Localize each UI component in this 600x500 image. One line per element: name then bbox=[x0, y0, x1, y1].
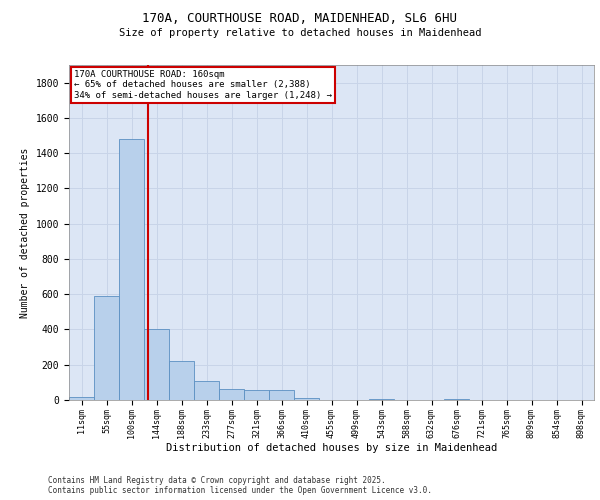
Bar bbox=[169, 361, 194, 400]
Bar bbox=[119, 139, 144, 400]
Bar bbox=[144, 330, 169, 400]
Y-axis label: Number of detached properties: Number of detached properties bbox=[20, 148, 30, 318]
Bar bbox=[444, 399, 469, 400]
Bar bbox=[269, 390, 294, 400]
Text: 170A COURTHOUSE ROAD: 160sqm
← 65% of detached houses are smaller (2,388)
34% of: 170A COURTHOUSE ROAD: 160sqm ← 65% of de… bbox=[74, 70, 332, 100]
Bar bbox=[294, 398, 319, 400]
Bar bbox=[244, 390, 269, 400]
X-axis label: Distribution of detached houses by size in Maidenhead: Distribution of detached houses by size … bbox=[166, 443, 497, 453]
Bar bbox=[369, 399, 394, 400]
Bar bbox=[219, 388, 244, 400]
Bar bbox=[94, 296, 119, 400]
Bar bbox=[69, 397, 94, 400]
Bar bbox=[194, 382, 219, 400]
Text: Contains HM Land Registry data © Crown copyright and database right 2025.
Contai: Contains HM Land Registry data © Crown c… bbox=[48, 476, 432, 495]
Text: Size of property relative to detached houses in Maidenhead: Size of property relative to detached ho… bbox=[119, 28, 481, 38]
Text: 170A, COURTHOUSE ROAD, MAIDENHEAD, SL6 6HU: 170A, COURTHOUSE ROAD, MAIDENHEAD, SL6 6… bbox=[143, 12, 458, 26]
